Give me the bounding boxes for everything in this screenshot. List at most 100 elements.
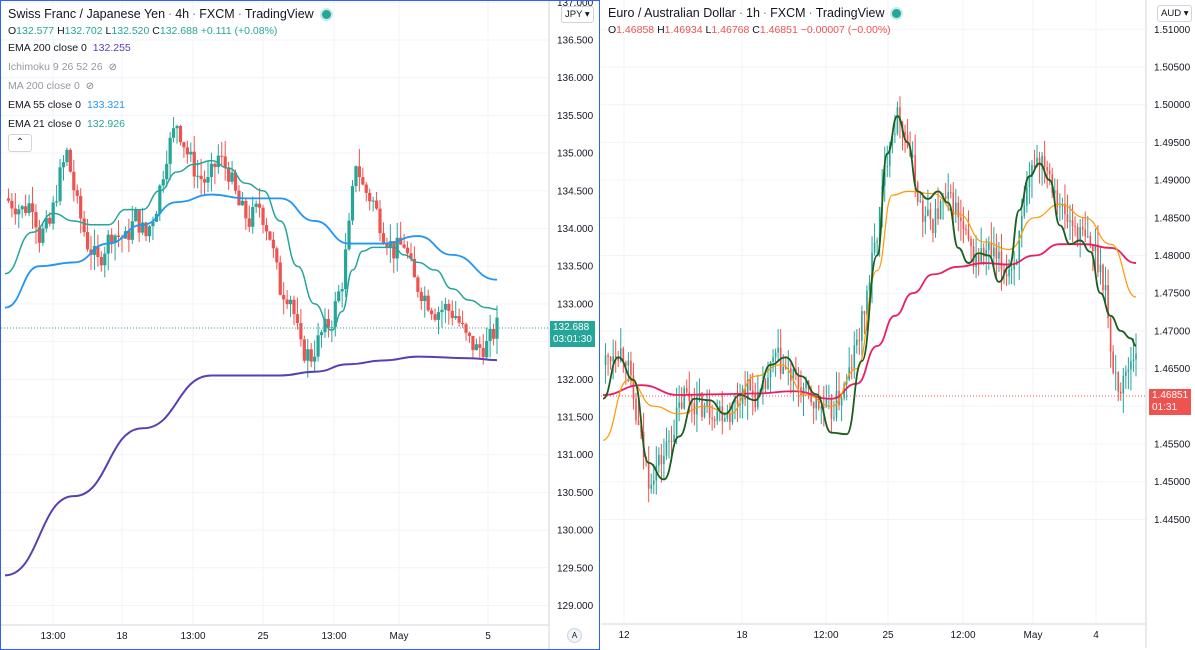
candle-body: [37, 227, 42, 243]
candle-body: [295, 314, 300, 324]
candle-body: [457, 316, 461, 323]
indicator-label: EMA 55 close 0: [8, 99, 81, 111]
moving-average-line: [602, 243, 1137, 400]
candle-body: [13, 208, 17, 215]
candle-body: [1092, 244, 1094, 252]
candle-body: [268, 231, 272, 240]
indicator-label: MA 200 close 0: [8, 80, 80, 92]
candle-body: [724, 418, 726, 422]
candle-body: [337, 291, 341, 302]
indicator-legend-item[interactable]: EMA 21 close 0 132.926: [8, 118, 125, 130]
candle-body: [688, 392, 691, 402]
candle-body: [309, 349, 313, 362]
price-axis-label: 1.46500: [1154, 364, 1191, 375]
candle-body: [1066, 214, 1069, 222]
auto-scale-button[interactable]: A: [567, 628, 582, 643]
candle-body: [58, 167, 62, 202]
candle-body: [72, 171, 76, 191]
interval-label[interactable]: 1h: [746, 6, 760, 20]
candle-body: [282, 294, 286, 300]
candle-body: [130, 221, 134, 240]
candle-body: [1132, 359, 1135, 362]
candle-body: [323, 318, 327, 333]
indicator-legend-item[interactable]: Ichimoku 9 26 52 26 ⊘: [8, 61, 117, 73]
candle-body: [711, 417, 713, 420]
moving-average-line: [4, 159, 498, 332]
candle-body: [55, 201, 59, 203]
candle-body: [904, 131, 906, 135]
candle-body: [868, 282, 871, 291]
last-price: 132.688: [553, 322, 590, 333]
indicator-legend-item[interactable]: EMA 55 close 0 133.321: [8, 99, 125, 111]
candle-body: [939, 201, 942, 219]
price-axis-label: 131.500: [557, 413, 594, 424]
candle-body: [746, 379, 749, 400]
candle-body: [985, 249, 988, 257]
chart-pane-euraud[interactable]: 1.51000 1.50500 1.50000 1.49500 1.49000 1.485…: [601, 0, 1195, 650]
candle-body: [189, 151, 193, 155]
indicator-value: 133.321: [86, 99, 125, 111]
price-axis-label: 1.51000: [1154, 25, 1191, 36]
eye-off-icon[interactable]: ⊘: [85, 81, 95, 92]
candle-body: [954, 202, 957, 215]
candle-body: [75, 190, 79, 196]
price-axis-label: 134.000: [557, 224, 594, 235]
candle-body: [30, 203, 35, 212]
candle-body: [914, 155, 916, 183]
currency-selector[interactable]: AUD ▾: [1157, 5, 1193, 22]
candle-body: [474, 344, 478, 351]
candle-body: [271, 239, 275, 249]
indicator-legend-item[interactable]: EMA 200 close 0 132.255: [8, 42, 131, 54]
candle-body: [680, 402, 683, 409]
indicator-label: EMA 200 close 0: [8, 42, 87, 54]
candle-body: [44, 217, 48, 229]
eye-off-icon[interactable]: ⊘: [108, 62, 117, 73]
candle-body: [1031, 165, 1033, 178]
candle-body: [858, 339, 861, 341]
indicator-legend-item[interactable]: MA 200 close 0 ⊘: [8, 80, 94, 92]
candle-body: [419, 291, 423, 302]
price-axis-label: 1.48000: [1154, 251, 1191, 262]
candle-body: [1094, 244, 1097, 252]
candle-body: [216, 155, 220, 167]
candle-body: [652, 480, 655, 485]
candle-body: [34, 211, 38, 228]
candle-body: [635, 398, 637, 421]
chevron-up-icon[interactable]: ⌃: [8, 134, 32, 152]
candle-body: [447, 303, 451, 311]
ohlc-readout: O132.577 H132.702 L132.520 C132.688 +0.1…: [8, 25, 278, 37]
time-axis-label: 4: [1093, 630, 1099, 641]
candle-body: [764, 380, 767, 389]
chart-pane-chfjpy[interactable]: 137.000 136.500 136.000 135.500 135.000 134.5…: [0, 0, 600, 650]
candle-body: [927, 209, 929, 216]
candle-body: [247, 218, 251, 227]
candle-body: [17, 209, 21, 215]
candle-body: [313, 356, 317, 362]
candle-body: [627, 360, 630, 366]
interval-label[interactable]: 4h: [175, 7, 190, 21]
candle-body: [1028, 177, 1031, 187]
candle-body: [68, 149, 72, 172]
symbol-name[interactable]: Euro / Australian Dollar: [608, 6, 736, 20]
candle-body: [1135, 353, 1137, 360]
currency-selector[interactable]: JPY ▾: [561, 6, 594, 23]
candle-body: [734, 399, 736, 403]
candle-body: [987, 243, 990, 250]
candle-body: [1036, 157, 1038, 167]
candle-body: [749, 379, 752, 391]
candle-body: [454, 316, 458, 319]
chfjpy-chart-canvas[interactable]: 137.000 136.500 136.000 135.500 135.000 134.5…: [1, 1, 599, 649]
candle-body: [975, 255, 977, 267]
candle-body: [374, 200, 379, 209]
candle-body: [622, 348, 625, 363]
candle-body: [1018, 230, 1021, 261]
candle-body: [254, 203, 258, 208]
time-axis-label: 18: [736, 630, 748, 641]
price-axis-label: 129.000: [557, 601, 594, 612]
candle-body: [99, 257, 103, 266]
symbol-name[interactable]: Swiss Franc / Japanese Yen: [8, 7, 166, 21]
euraud-chart-canvas[interactable]: 1.51000 1.50500 1.50000 1.49500 1.49000 1.485…: [601, 0, 1195, 650]
candle-body: [845, 379, 848, 385]
candle-body: [1056, 190, 1059, 208]
candle-body: [873, 242, 876, 253]
